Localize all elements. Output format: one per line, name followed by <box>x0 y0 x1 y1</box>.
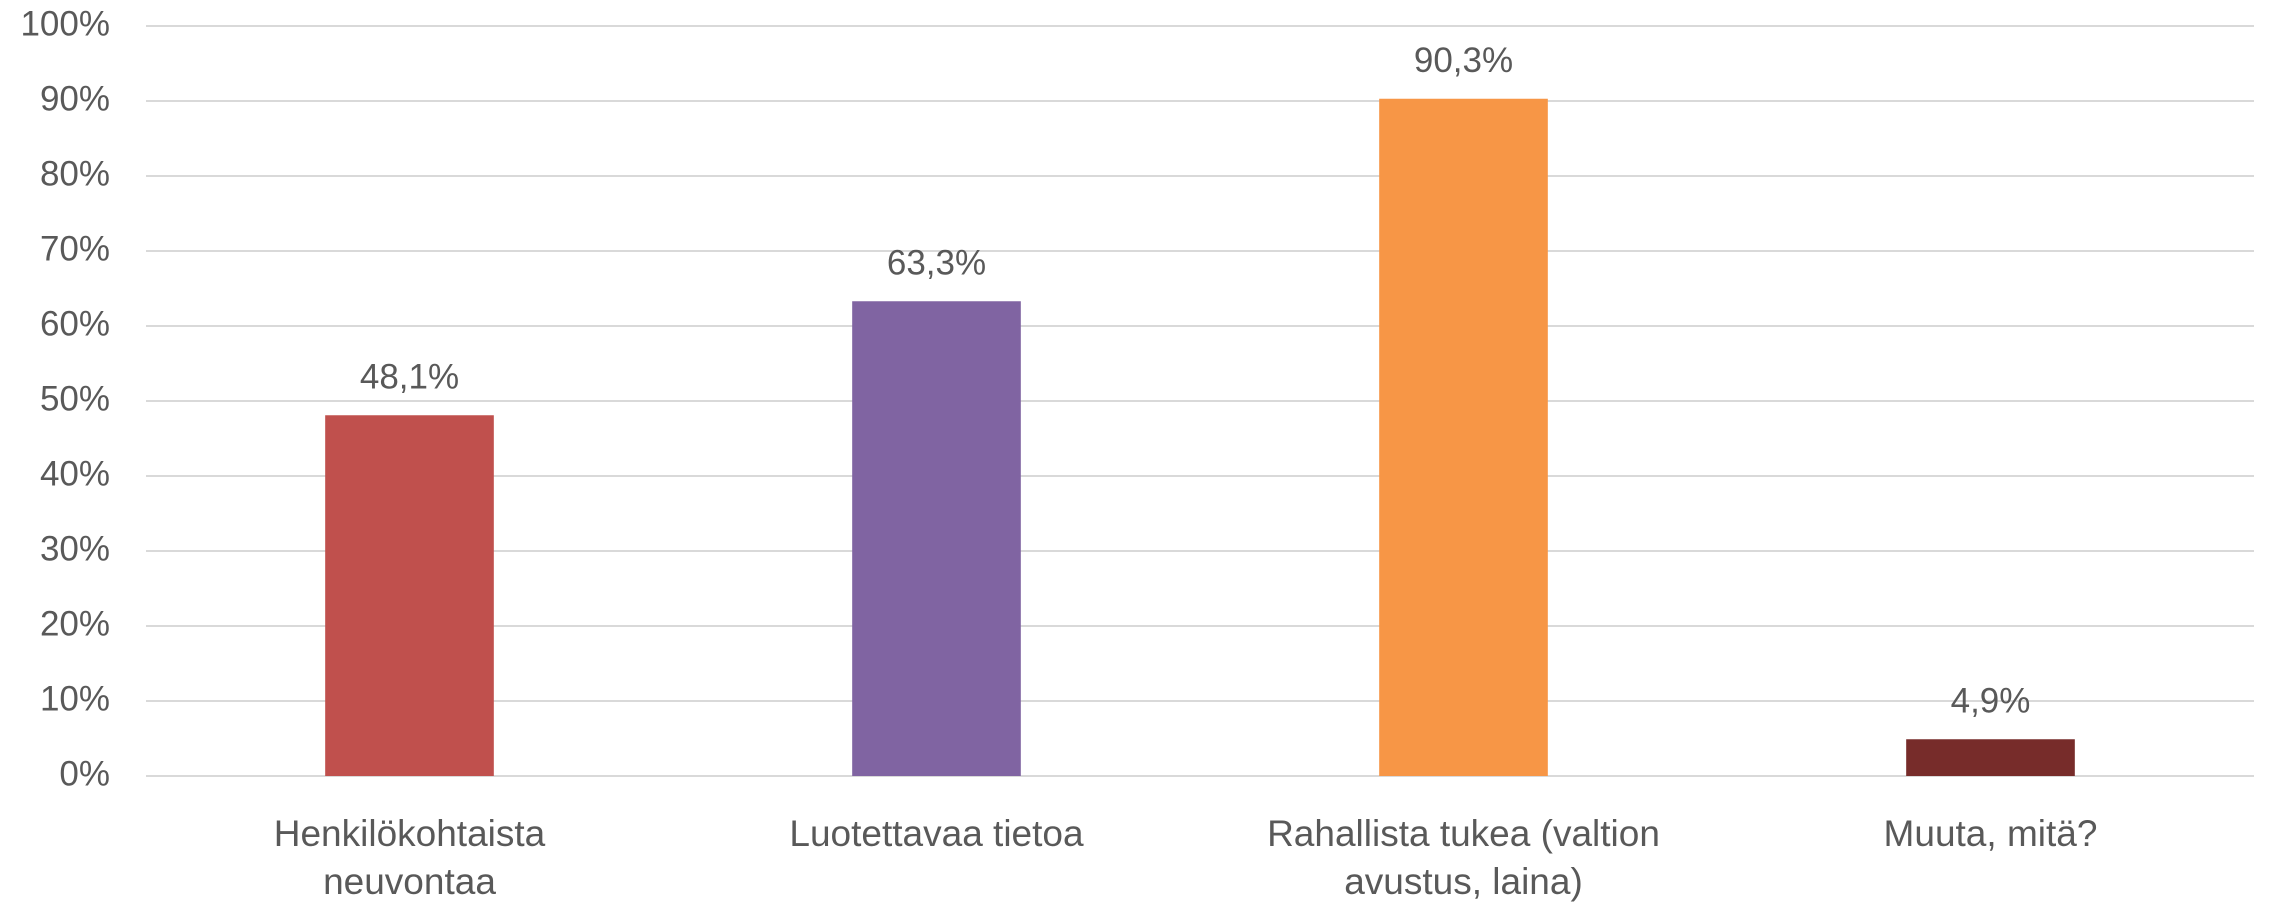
data-label: 63,3% <box>887 244 986 283</box>
y-tick-label: 70% <box>40 229 110 268</box>
y-tick-label: 30% <box>40 529 110 568</box>
y-tick-label: 60% <box>40 304 110 343</box>
data-label: 48,1% <box>360 358 459 397</box>
x-tick-label: Muuta, mitä? <box>1883 813 2098 854</box>
bar <box>852 301 1021 776</box>
y-tick-label: 80% <box>40 154 110 193</box>
y-tick-label: 50% <box>40 379 110 418</box>
bar <box>1379 98 1548 776</box>
data-label: 90,3% <box>1414 41 1513 80</box>
x-tick-label: Rahallista tukea (valtion avustus, laina… <box>1267 813 1660 902</box>
y-tick-label: 10% <box>40 679 110 718</box>
y-tick-label: 100% <box>20 4 110 43</box>
x-tick-label: Luotettavaa tietoa <box>789 813 1084 854</box>
data-label: 4,9% <box>1951 682 2031 721</box>
y-tick-label: 0% <box>59 754 110 793</box>
bar <box>325 415 494 776</box>
y-tick-label: 20% <box>40 604 110 643</box>
y-tick-label: 90% <box>40 79 110 118</box>
bar <box>1906 739 2075 776</box>
x-tick-label: Henkilökohtaista neuvontaa <box>273 813 546 902</box>
y-tick-label: 40% <box>40 454 110 493</box>
